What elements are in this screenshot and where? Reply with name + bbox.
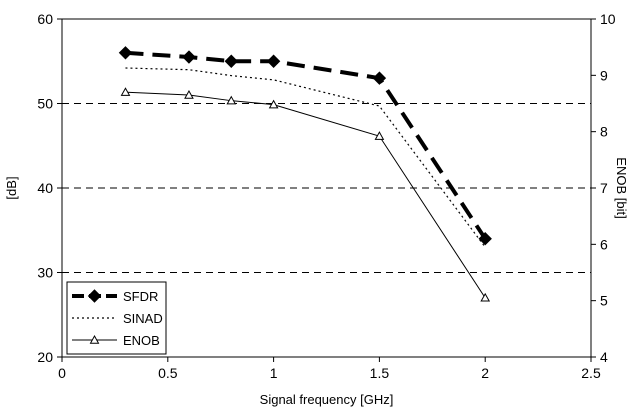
y2-tick-label: 8 <box>600 124 608 140</box>
x-tick-label: 2.5 <box>581 365 601 381</box>
legend-label-sinad: SINAD <box>123 311 163 326</box>
y-axis-title: [dB] <box>4 176 19 199</box>
legend-label-sfdr: SFDR <box>123 289 158 304</box>
x-tick-label: 1.5 <box>370 365 390 381</box>
series-line-enob <box>125 91 486 299</box>
data-point-sfdr <box>266 54 281 68</box>
data-point-enob <box>226 95 237 105</box>
y-tick-label: 40 <box>37 180 53 196</box>
y2-axis-title: ENOB [bit] <box>614 157 627 218</box>
y2-tick-label: 9 <box>600 67 608 83</box>
y2-tick-labels: 4 5 6 7 8 9 10 <box>600 11 616 365</box>
grid-lines <box>62 103 591 273</box>
y2-tick-label: 5 <box>600 293 608 309</box>
y-tick-label: 60 <box>37 11 53 27</box>
legend-marker-sfdr <box>87 289 102 303</box>
legend-label-enob: ENOB <box>123 333 160 348</box>
data-point-sfdr <box>478 231 492 246</box>
y-tick-label: 20 <box>37 349 53 365</box>
x-tick-label: 0.5 <box>158 365 178 381</box>
y2-tick-label: 4 <box>600 349 608 365</box>
series-layer <box>118 46 492 302</box>
y-tick-label: 50 <box>37 96 53 112</box>
series-enob <box>120 87 491 302</box>
legend-marker-enob <box>89 334 100 344</box>
x-tick-label: 1 <box>270 365 278 381</box>
series-line-sfdr <box>125 50 487 240</box>
x-axis-title: Signal frequency [GHz] <box>260 392 394 407</box>
data-point-enob <box>268 99 279 109</box>
data-point-sfdr <box>182 50 196 64</box>
x-tick-label: 0 <box>58 365 66 381</box>
y2-tick-label: 10 <box>600 11 616 27</box>
x-tick-labels: 0 0.5 1 1.5 2 2.5 <box>58 365 601 381</box>
legend: SFDR SINAD ENOB <box>66 281 167 355</box>
data-point-enob <box>184 90 194 99</box>
data-point-enob <box>374 131 385 140</box>
data-point-sfdr <box>372 71 387 85</box>
data-point-sfdr <box>224 54 238 68</box>
y-tick-label: 30 <box>37 265 53 281</box>
y2-tick-label: 6 <box>600 236 608 252</box>
series-sfdr <box>118 46 492 246</box>
y-tick-labels: 20 30 40 50 60 <box>37 11 53 365</box>
data-point-enob <box>480 292 491 302</box>
y2-tick-label: 7 <box>600 180 608 196</box>
x-tick-label: 2 <box>481 365 489 381</box>
data-point-enob <box>120 87 131 96</box>
axis-ticks <box>57 18 596 362</box>
data-point-sfdr <box>118 46 133 60</box>
